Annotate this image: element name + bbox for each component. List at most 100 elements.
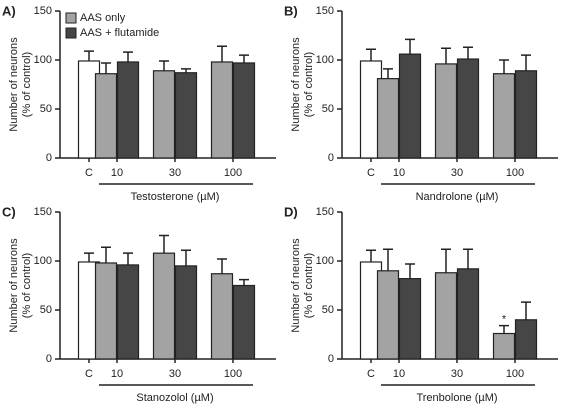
y-tick-label: 50 (40, 103, 52, 115)
y-axis-label: Number of neurons (8, 37, 20, 132)
x-tick-label: 100 (224, 368, 242, 380)
bar (456, 268, 480, 360)
error-bar (239, 278, 249, 286)
bar (398, 278, 422, 360)
y-tick-label: 0 (46, 152, 52, 164)
x-tick-label: 30 (451, 368, 463, 380)
y-tick-label: 150 (316, 5, 334, 17)
panel-label: B) (284, 3, 298, 18)
bar (376, 78, 400, 159)
error-bar (181, 68, 191, 73)
bar (94, 73, 118, 159)
y-tick-label: 150 (316, 206, 334, 218)
y-tick-label: 50 (40, 304, 52, 316)
error-bar (499, 59, 509, 74)
bar (232, 284, 256, 360)
bar (94, 262, 118, 360)
bar (456, 58, 480, 159)
bar (210, 61, 234, 159)
legend-swatch (65, 27, 77, 39)
bar (174, 265, 198, 360)
panel: A) Number of neurons (% of control) 0 50 100 1… (2, 3, 276, 203)
bar (152, 252, 176, 360)
panel: D) Number of neurons (% of control) 0 50 100 1… (284, 204, 558, 404)
bar (514, 70, 538, 159)
y-axis-label: (% of control) (21, 52, 33, 117)
bar (492, 332, 516, 360)
error-bar (123, 51, 133, 62)
error-bar (101, 62, 111, 74)
x-tick-label: 10 (393, 167, 405, 179)
y-axis-label: (% of control) (303, 253, 315, 318)
error-bar (181, 249, 191, 266)
x-axis-label: Testosterone (µM) (131, 191, 220, 203)
bar (434, 272, 458, 360)
error-bar (84, 252, 94, 262)
error-bar (383, 248, 393, 271)
error-bar (84, 50, 94, 61)
y-tick-label: 150 (34, 5, 52, 17)
x-axis-label: Stanozolol (µM) (136, 392, 213, 404)
error-bar (499, 324, 509, 334)
bar (152, 70, 176, 159)
panel-label: A) (2, 3, 16, 18)
bar (376, 270, 400, 360)
legend-label: AAS + flutamide (80, 27, 159, 39)
x-axis-label: Nandrolone (µM) (416, 191, 499, 203)
error-bar (217, 45, 227, 62)
x-tick-label: C (367, 167, 375, 179)
x-tick-label: 10 (111, 167, 123, 179)
y-tick-label: 0 (328, 353, 334, 365)
error-bar (463, 248, 473, 269)
panel: B) Number of neurons (% of control) 0 50 100 1… (284, 3, 558, 203)
bar (398, 53, 422, 159)
error-bar (159, 60, 169, 71)
error-bar (405, 263, 415, 279)
y-tick-label: 0 (328, 152, 334, 164)
legend-swatch (65, 12, 77, 24)
y-tick-label: 100 (316, 255, 334, 267)
error-bar (383, 68, 393, 79)
error-bar (101, 246, 111, 263)
y-axis-label: Number of neurons (290, 37, 302, 132)
error-bar (123, 252, 133, 265)
x-tick-label: 100 (506, 368, 524, 380)
y-axis-label: (% of control) (21, 253, 33, 318)
bar (434, 63, 458, 159)
error-bar (366, 48, 376, 61)
y-axis-label: Number of neurons (290, 238, 302, 333)
error-bar (217, 258, 227, 274)
x-tick-label: 100 (224, 167, 242, 179)
y-axis-label: (% of control) (303, 52, 315, 117)
annotation: * (502, 314, 507, 326)
x-tick-label: 10 (393, 368, 405, 380)
y-tick-label: 100 (34, 255, 52, 267)
x-tick-label: C (367, 368, 375, 380)
error-bar (239, 54, 249, 63)
error-bar (405, 38, 415, 55)
error-bar (441, 248, 451, 273)
y-axis-label: Number of neurons (8, 238, 20, 333)
bar (116, 61, 140, 159)
bar (210, 273, 234, 360)
bar (232, 62, 256, 159)
legend-label: AAS only (80, 12, 126, 24)
bar (492, 73, 516, 159)
error-bar (159, 234, 169, 254)
x-tick-label: 100 (506, 167, 524, 179)
y-tick-label: 100 (316, 54, 334, 66)
x-tick-label: 30 (169, 167, 181, 179)
error-bar (441, 47, 451, 64)
bar (174, 72, 198, 159)
error-bar (366, 249, 376, 262)
y-tick-label: 150 (34, 206, 52, 218)
error-bar (463, 46, 473, 60)
x-axis-label: Trenbolone (µM) (416, 392, 497, 404)
panel-label: C) (2, 204, 16, 219)
x-tick-label: 10 (111, 368, 123, 380)
y-tick-label: 100 (34, 54, 52, 66)
panel: C) Number of neurons (% of control) 0 50 100 1… (2, 204, 276, 404)
panel-label: D) (284, 204, 298, 219)
bar (116, 264, 140, 360)
